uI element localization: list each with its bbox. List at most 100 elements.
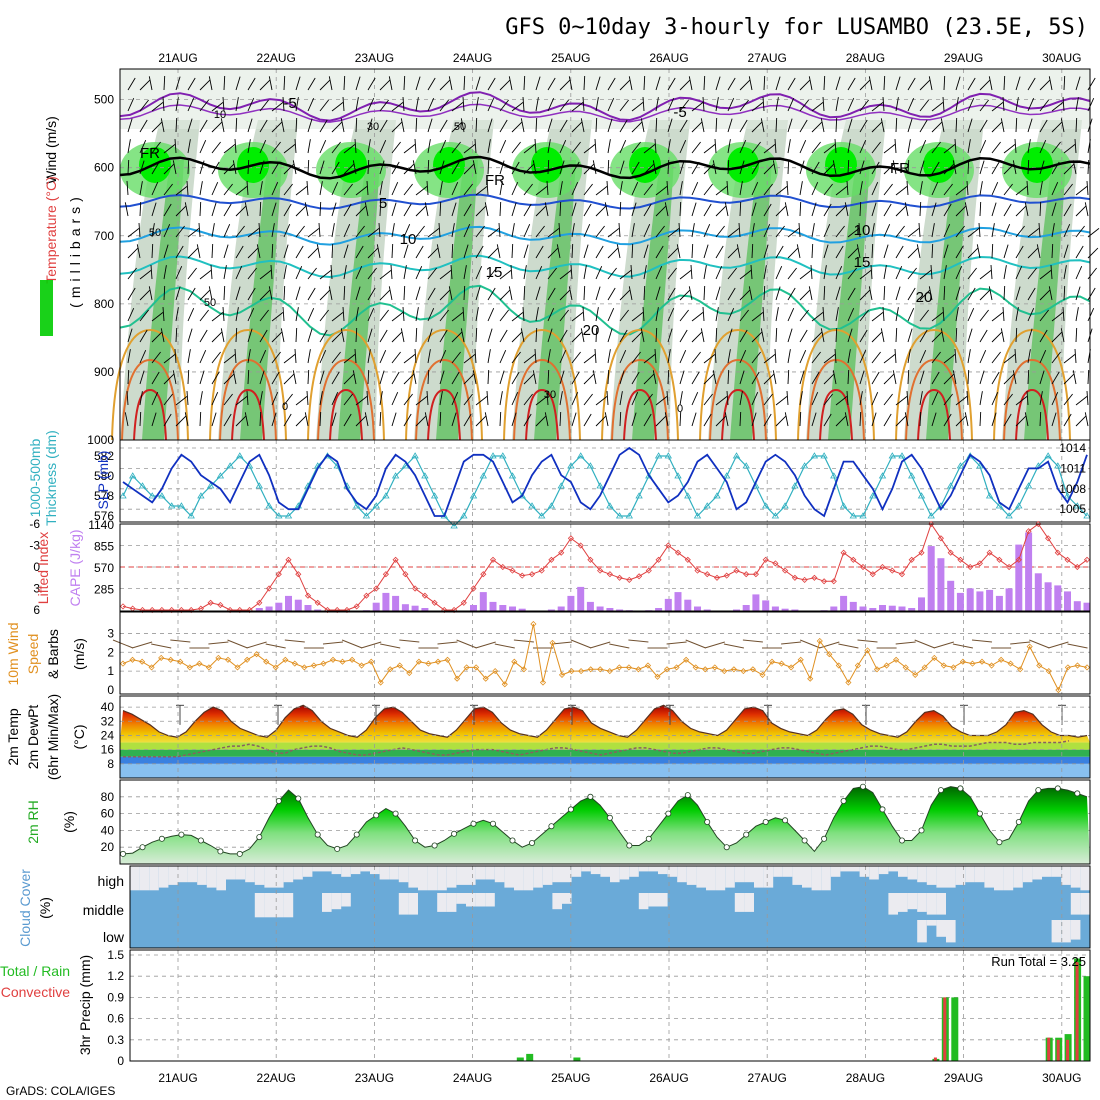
wind-barb (967, 349, 971, 364)
lifted-index-point (772, 560, 779, 567)
date-label-top: 23AUG (355, 51, 394, 65)
wind-barb (451, 392, 459, 406)
wind-barb (859, 370, 865, 385)
wind-barb (331, 161, 340, 175)
wind-barb (391, 141, 401, 154)
y-tick-label: 500 (94, 93, 114, 107)
wind-unit: (m/s) (71, 638, 87, 670)
cape-label-right: CAPE (J/kg) (67, 529, 83, 606)
wind-barb (283, 393, 293, 406)
wind-barb (967, 228, 980, 238)
wind-barb (1027, 118, 1033, 133)
wind-barb (379, 99, 389, 112)
wind-barb (654, 138, 657, 154)
wind-barb (544, 412, 549, 427)
wind-barb (655, 186, 668, 196)
wind-barb (499, 350, 507, 364)
wind-barb (679, 270, 692, 280)
wind-barb (655, 245, 664, 259)
wind-barb (726, 180, 729, 196)
wind-barb (847, 267, 857, 280)
wind-barb (547, 287, 556, 301)
wind-barb (460, 118, 465, 133)
wind-barb (702, 96, 705, 112)
cape-bar (1034, 573, 1042, 611)
wind-barb (535, 286, 541, 301)
wind-barb (775, 97, 779, 112)
wind-barb (271, 161, 280, 175)
wind-barb-10m (475, 641, 496, 649)
wind-barb (643, 285, 646, 301)
thickness-point (830, 472, 838, 479)
wind-barb (319, 79, 331, 91)
wind-barb (124, 412, 129, 427)
wind-barb (295, 97, 299, 112)
rh-point (976, 810, 983, 817)
wind-barb (427, 267, 437, 280)
wind-barb (535, 117, 538, 133)
cloud-gap-high (235, 866, 246, 880)
wind-barb (139, 270, 152, 280)
wind-barb (799, 411, 802, 427)
wind-barb (787, 228, 800, 238)
wind-barb (1003, 393, 1013, 406)
wind-barb (715, 307, 719, 322)
wind-barb (472, 160, 477, 175)
date-label-bottom: 28AUG (846, 1071, 885, 1085)
wind-barb (1015, 396, 1028, 406)
wind-barb (208, 76, 213, 91)
wind-barb (547, 159, 550, 175)
thickness-point (976, 462, 984, 469)
y-tick-label: 700 (94, 229, 114, 243)
wind-barb (355, 415, 367, 427)
y-tick-label: 1.2 (107, 969, 124, 983)
lifted-index-point (353, 603, 360, 610)
wind-barb (390, 264, 393, 280)
thickness-point (1015, 502, 1023, 509)
contour-30 (611, 358, 669, 441)
lifted-index-point (382, 571, 389, 578)
wind-barb (679, 79, 691, 91)
cloud-gap-middle (907, 893, 918, 910)
wind-barb (618, 222, 621, 238)
wind-barb (439, 411, 442, 427)
cloud-gap-high (427, 866, 438, 891)
contour-label: 10 (854, 222, 871, 239)
wind-barb (319, 270, 332, 280)
rh-point (704, 819, 711, 826)
rh-point (1054, 785, 1061, 792)
contour-label: 50 (204, 297, 216, 309)
wind-barb (510, 264, 513, 280)
wind-barb (679, 411, 682, 427)
wind-barb (703, 285, 706, 301)
wind-barb (883, 224, 891, 238)
contour-30 (709, 358, 767, 441)
wind-barb-10m (151, 643, 172, 649)
wind-barb (954, 348, 957, 364)
wind-barb (954, 138, 957, 154)
wind-barb (487, 349, 491, 364)
rh-point (1074, 790, 1081, 797)
wind-barb (727, 98, 735, 112)
wind-speed-point (263, 658, 270, 665)
wind-barb (172, 370, 177, 385)
cloud-gap-low (926, 920, 937, 926)
wind-barb (547, 228, 560, 238)
contour-label: FR (890, 160, 910, 177)
contour-25 (307, 328, 385, 441)
cloud-gap-high (936, 866, 946, 888)
cloud-gap-high (533, 866, 543, 888)
wind-barb (559, 289, 571, 301)
wind-barb (520, 328, 525, 343)
lifted-index-point (1006, 563, 1013, 571)
wind-speed-point (501, 681, 508, 688)
wind-barb (559, 119, 568, 133)
rh-point (840, 798, 847, 805)
wind-barb (631, 351, 641, 364)
wind-barb (583, 265, 587, 280)
wind-barb (283, 163, 295, 175)
lifted-index-point (538, 567, 545, 574)
wind-barb (247, 118, 253, 133)
wind-barb (511, 182, 519, 196)
wind-barb (151, 223, 155, 238)
